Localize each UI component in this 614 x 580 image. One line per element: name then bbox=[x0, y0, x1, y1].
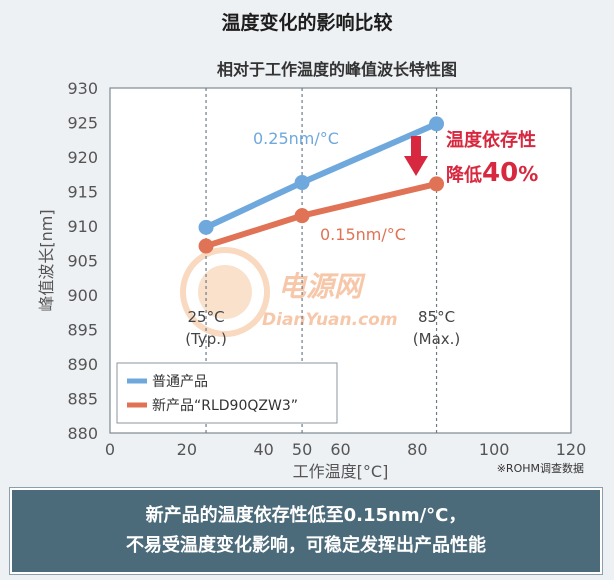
y-tick-label: 880 bbox=[67, 424, 98, 443]
reference-label-85-temp: 85°C bbox=[418, 308, 455, 326]
x-tick-label: 0 bbox=[105, 440, 115, 459]
chart-canvas: 电源网 DianYuan.com 880 885 890 895 900 905 910 915 9… bbox=[37, 79, 587, 480]
reduction-arrow-head bbox=[404, 156, 428, 176]
series-0-point bbox=[429, 116, 445, 132]
callout-line-1: 温度依存性 bbox=[446, 129, 536, 151]
series-0-rate-label: 0.25nm/°C bbox=[253, 129, 339, 148]
x-tick-label: 120 bbox=[556, 440, 587, 459]
callout-suffix: % bbox=[518, 162, 538, 186]
y-tick-label: 890 bbox=[67, 355, 98, 374]
series-1-point bbox=[198, 238, 214, 254]
reduction-arrow-shaft bbox=[411, 136, 421, 156]
y-axis-label: 峰值波长[nm] bbox=[37, 209, 56, 311]
watermark-logo-ring bbox=[180, 247, 270, 337]
y-tick-label: 925 bbox=[67, 114, 98, 133]
banner-line-1: 新产品的温度依存性低至0.15nm/°C， bbox=[145, 505, 467, 526]
y-tick-label: 905 bbox=[67, 252, 98, 271]
x-axis-label: 工作温度[°C] bbox=[293, 462, 389, 480]
series-1-point bbox=[294, 208, 310, 224]
y-tick-label: 910 bbox=[67, 217, 98, 236]
watermark-en: DianYuan.com bbox=[262, 310, 398, 330]
series-0-point bbox=[198, 219, 214, 235]
banner-line-2: 不易受温度变化影响，可稳定发挥出产品性能 bbox=[126, 535, 486, 556]
footnote: ※ROHM调查数据 bbox=[496, 462, 584, 475]
legend-box bbox=[116, 362, 338, 424]
reference-label-25-temp: 25°C bbox=[188, 308, 225, 326]
y-tick-label: 915 bbox=[67, 183, 98, 202]
reference-label-85-note: (Max.) bbox=[413, 330, 460, 348]
chart-subtitle: 相对于工作温度的峰值波长特性图 bbox=[216, 60, 457, 79]
chart-title: 温度变化的影响比较 bbox=[221, 12, 393, 34]
legend-label-0: 普通产品 bbox=[152, 374, 208, 390]
series-1-rate-label: 0.15nm/°C bbox=[320, 225, 406, 244]
y-tick-label: 895 bbox=[67, 321, 98, 340]
series-1-point bbox=[429, 176, 445, 192]
y-tick-label: 900 bbox=[67, 286, 98, 305]
x-tick-label: 80 bbox=[407, 440, 427, 459]
y-tick-label: 930 bbox=[67, 79, 98, 98]
legend-label-1: 新产品“RLD90QZW3” bbox=[152, 398, 298, 414]
x-tick-label: 50 bbox=[292, 440, 312, 459]
callout-line-2: 降低40% bbox=[446, 158, 538, 188]
x-tick-label: 100 bbox=[479, 440, 510, 459]
x-tick-label: 40 bbox=[253, 440, 273, 459]
reference-label-25-note: (Typ.) bbox=[185, 330, 227, 348]
y-tick-label: 920 bbox=[67, 148, 98, 167]
watermark-logo-plug bbox=[198, 265, 252, 319]
y-tick-label: 885 bbox=[67, 390, 98, 409]
callout-number: 40 bbox=[482, 158, 518, 188]
watermark-cn: 电源网 bbox=[278, 270, 366, 303]
summary-banner: 新产品的温度依存性低至0.15nm/°C， 不易受温度变化影响，可稳定发挥出产品… bbox=[9, 487, 603, 575]
x-tick-label: 60 bbox=[330, 440, 350, 459]
x-tick-label: 20 bbox=[177, 440, 197, 459]
series-0-point bbox=[294, 175, 310, 191]
callout-prefix: 降低 bbox=[446, 164, 482, 186]
